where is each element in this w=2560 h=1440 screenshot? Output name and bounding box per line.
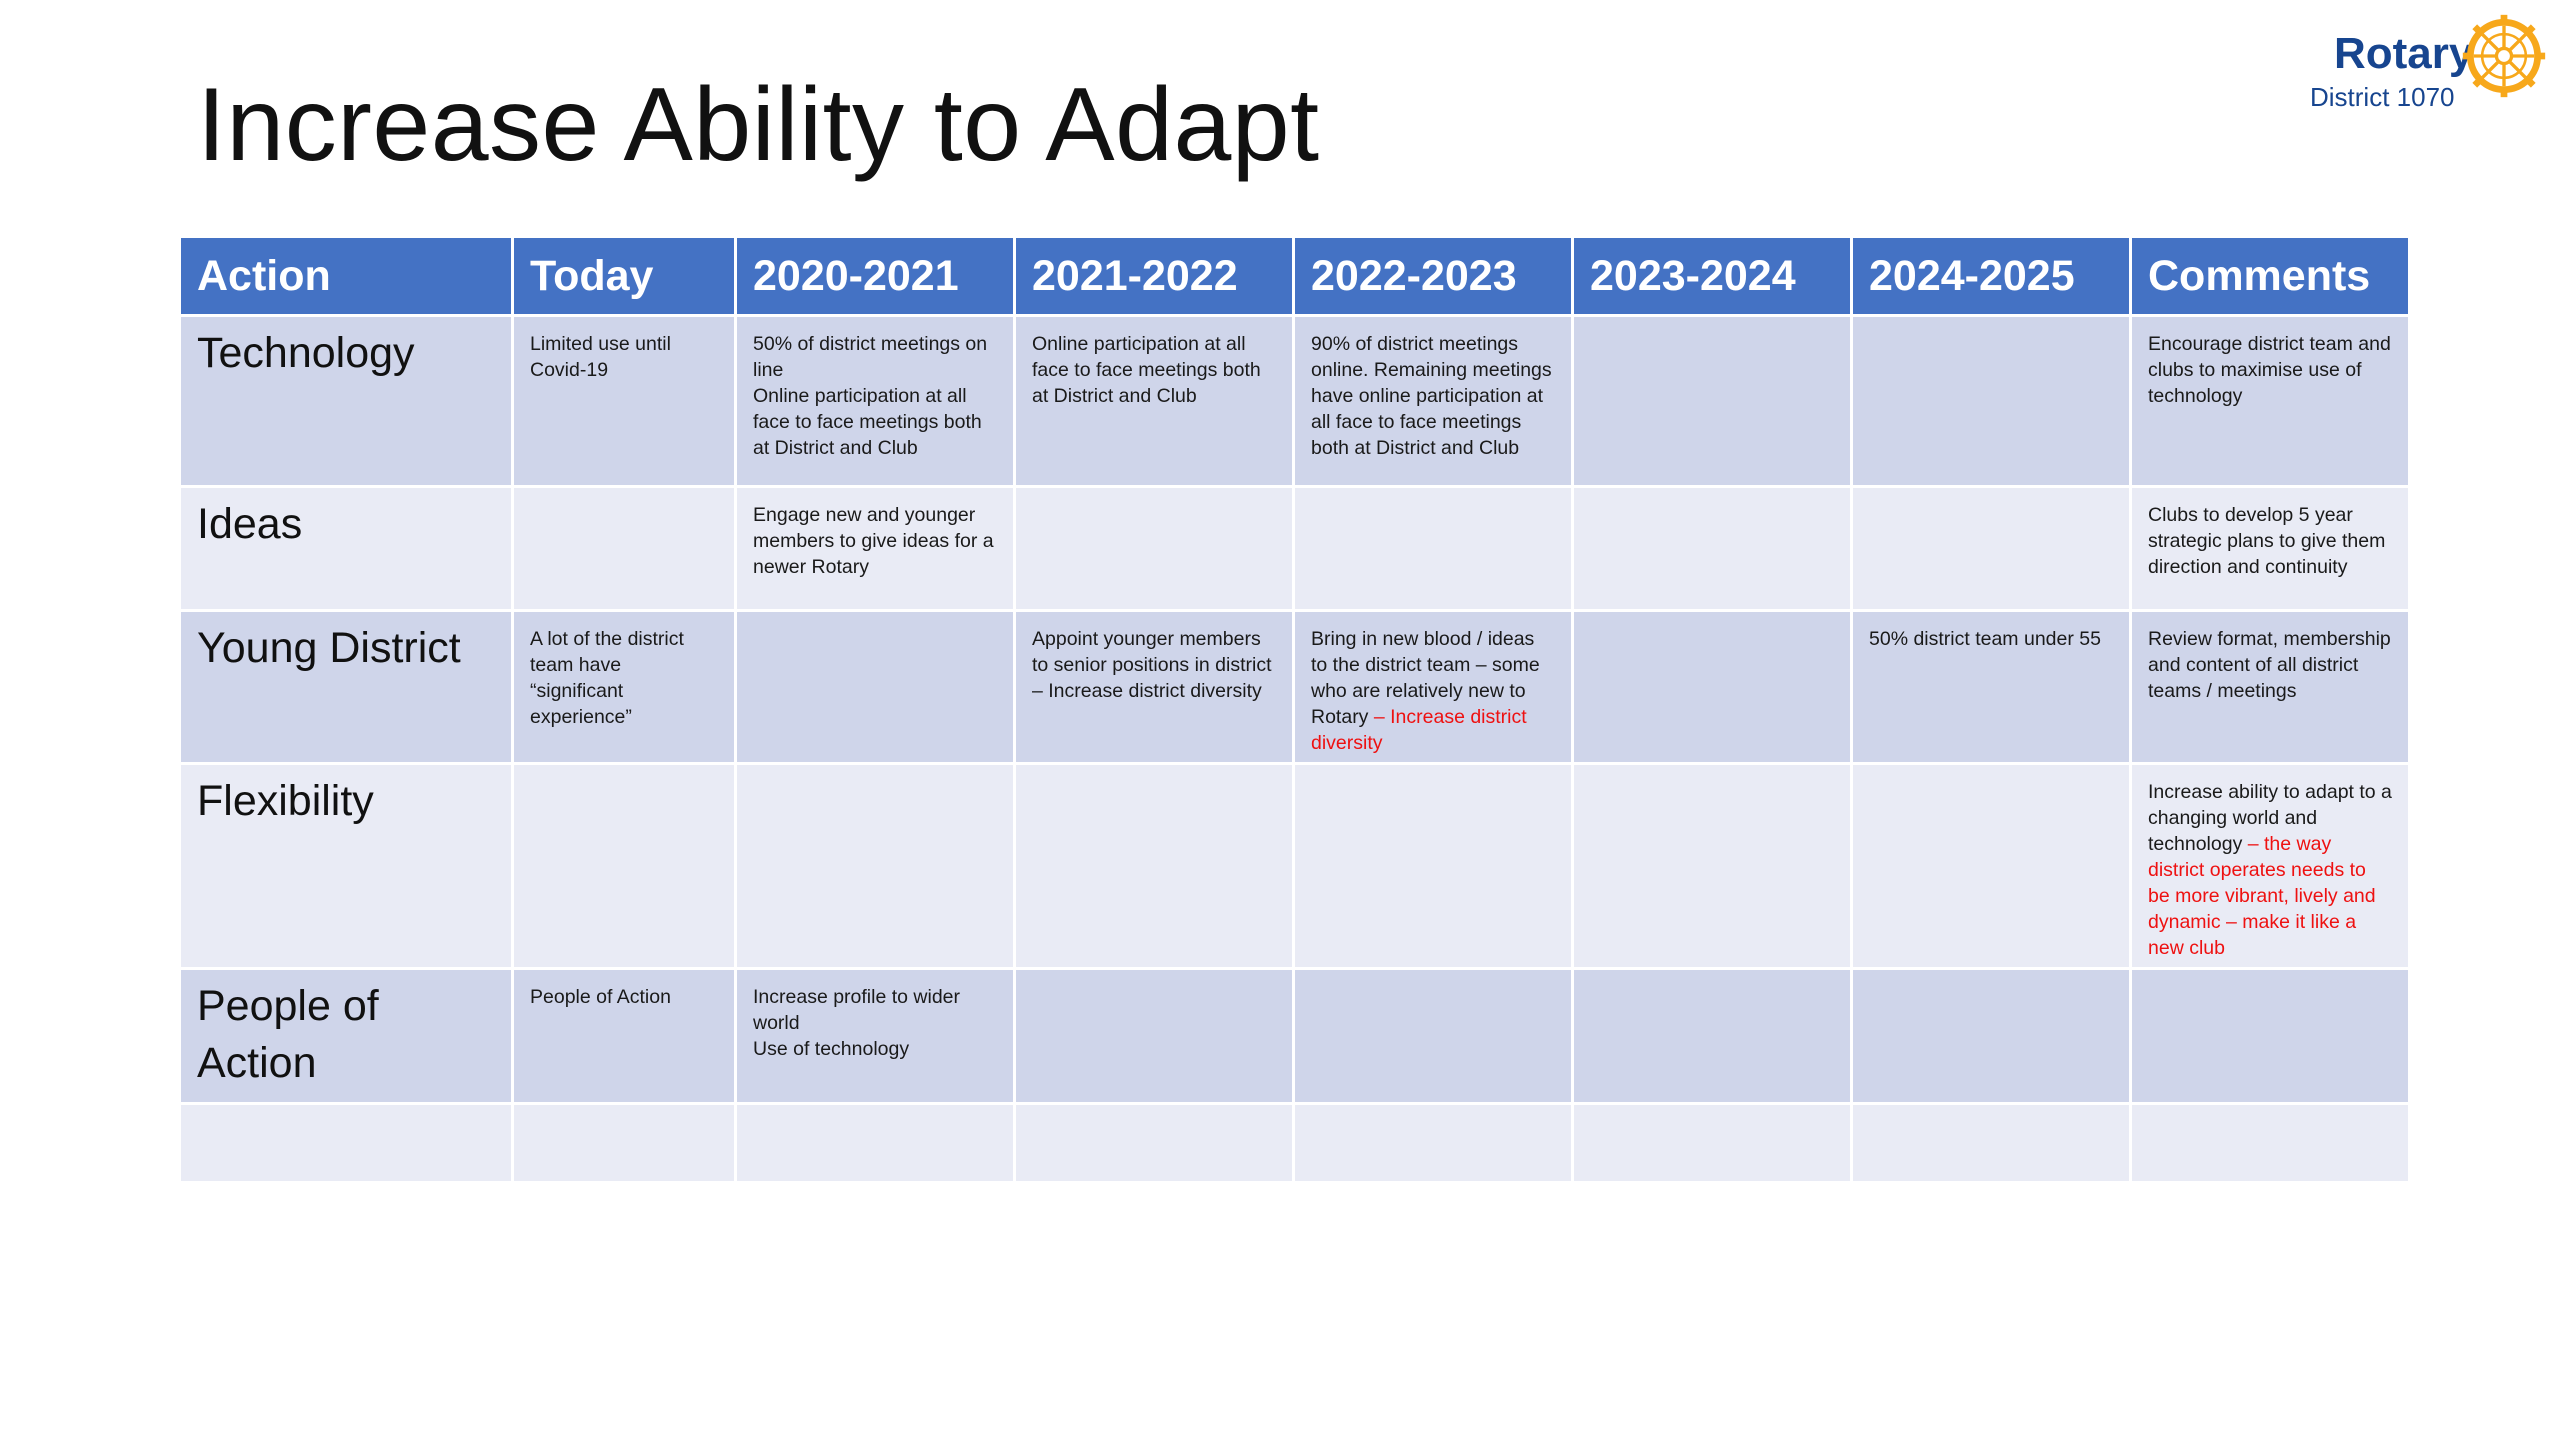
cell-technology-2024-2025: [1853, 317, 2129, 485]
header-today: Today: [514, 238, 734, 314]
cell-ideas-today: [514, 488, 734, 609]
cell-line: Increase profile to wider world: [753, 986, 961, 1034]
empty-cell: [1016, 1105, 1292, 1181]
cell-line: 50% of district meetings on line: [753, 333, 988, 381]
cell-ideas-2020-2021: Engage new and younger members to give i…: [737, 488, 1013, 609]
action-plan-table: Action Today 2020-2021 2021-2022 2022-20…: [178, 235, 2411, 1184]
logo-district: District 1070: [2310, 82, 2455, 112]
cell-ideas-2022-2023: [1295, 488, 1571, 609]
cell-line: Online participation at all face to face…: [753, 385, 982, 459]
cell-young-district-2023-2024: [1574, 612, 1850, 762]
cell-line: Use of technology: [753, 1038, 910, 1060]
action-young-district: Young District: [181, 612, 511, 762]
cell-flexibility-2020-2021: [737, 765, 1013, 967]
highlight-text: – the way district operates needs to be …: [2148, 833, 2376, 959]
empty-cell: [514, 1105, 734, 1181]
header-2024-2025: 2024-2025: [1853, 238, 2129, 314]
cell-young-district-2020-2021: [737, 612, 1013, 762]
cell-text: Increase ability to adapt to a changing …: [2148, 781, 2392, 855]
empty-cell: [737, 1105, 1013, 1181]
header-comments: Comments: [2132, 238, 2408, 314]
table-header-row: Action Today 2020-2021 2021-2022 2022-20…: [181, 238, 2408, 314]
header-2022-2023: 2022-2023: [1295, 238, 1571, 314]
empty-cell: [2132, 1105, 2408, 1181]
rotary-logo: Rotary District 1070: [2290, 14, 2550, 124]
cell-flexibility-2024-2025: [1853, 765, 2129, 967]
cell-technology-2023-2024: [1574, 317, 1850, 485]
cell-ideas-comments: Clubs to develop 5 year strategic plans …: [2132, 488, 2408, 609]
cell-flexibility-today: [514, 765, 734, 967]
table-row-technology: Technology Limited use until Covid-19 50…: [181, 317, 2408, 485]
cell-flexibility-2022-2023: [1295, 765, 1571, 967]
slide-title: Increase Ability to Adapt: [197, 67, 1320, 183]
header-2023-2024: 2023-2024: [1574, 238, 1850, 314]
cell-flexibility-2023-2024: [1574, 765, 1850, 967]
empty-cell: [181, 1105, 511, 1181]
table-row-people-of-action: People of Action People of Action Increa…: [181, 970, 2408, 1102]
empty-cell: [1574, 1105, 1850, 1181]
cell-ideas-2023-2024: [1574, 488, 1850, 609]
table-row-empty: [181, 1105, 2408, 1181]
table-row-ideas: Ideas Engage new and younger members to …: [181, 488, 2408, 609]
header-2021-2022: 2021-2022: [1016, 238, 1292, 314]
cell-technology-2021-2022: Online participation at all face to face…: [1016, 317, 1292, 485]
cell-technology-2022-2023: 90% of district meetings online. Remaini…: [1295, 317, 1571, 485]
cell-people-of-action-today: People of Action: [514, 970, 734, 1102]
action-technology: Technology: [181, 317, 511, 485]
cell-young-district-2021-2022: Appoint younger members to senior positi…: [1016, 612, 1292, 762]
cell-young-district-comments: Review format, membership and content of…: [2132, 612, 2408, 762]
cell-young-district-2022-2023: Bring in new blood / ideas to the distri…: [1295, 612, 1571, 762]
cell-ideas-2021-2022: [1016, 488, 1292, 609]
cell-people-of-action-2024-2025: [1853, 970, 2129, 1102]
cell-people-of-action-2021-2022: [1016, 970, 1292, 1102]
empty-cell: [1295, 1105, 1571, 1181]
logo-name: Rotary: [2334, 29, 2474, 78]
table-row-flexibility: Flexibility Increase ability to adapt to…: [181, 765, 2408, 967]
action-people-of-action: People of Action: [181, 970, 511, 1102]
header-action: Action: [181, 238, 511, 314]
header-2020-2021: 2020-2021: [737, 238, 1013, 314]
cell-people-of-action-comments: [2132, 970, 2408, 1102]
action-ideas: Ideas: [181, 488, 511, 609]
cell-flexibility-2021-2022: [1016, 765, 1292, 967]
cell-technology-comments: Encourage district team and clubs to max…: [2132, 317, 2408, 485]
cell-people-of-action-2022-2023: [1295, 970, 1571, 1102]
table-row-young-district: Young District A lot of the district tea…: [181, 612, 2408, 762]
cell-flexibility-comments: Increase ability to adapt to a changing …: [2132, 765, 2408, 967]
empty-cell: [1853, 1105, 2129, 1181]
cell-technology-2020-2021: 50% of district meetings on line Online …: [737, 317, 1013, 485]
rotary-wheel-icon: [2462, 14, 2546, 98]
highlight-text: – Increase district diversity: [1311, 706, 1527, 754]
cell-people-of-action-2023-2024: [1574, 970, 1850, 1102]
cell-ideas-2024-2025: [1853, 488, 2129, 609]
cell-young-district-2024-2025: 50% district team under 55: [1853, 612, 2129, 762]
cell-text: Bring in new blood / ideas to the distri…: [1311, 628, 1540, 728]
cell-technology-today: Limited use until Covid-19: [514, 317, 734, 485]
action-flexibility: Flexibility: [181, 765, 511, 967]
cell-young-district-today: A lot of the district team have “signifi…: [514, 612, 734, 762]
cell-people-of-action-2020-2021: Increase profile to wider world Use of t…: [737, 970, 1013, 1102]
